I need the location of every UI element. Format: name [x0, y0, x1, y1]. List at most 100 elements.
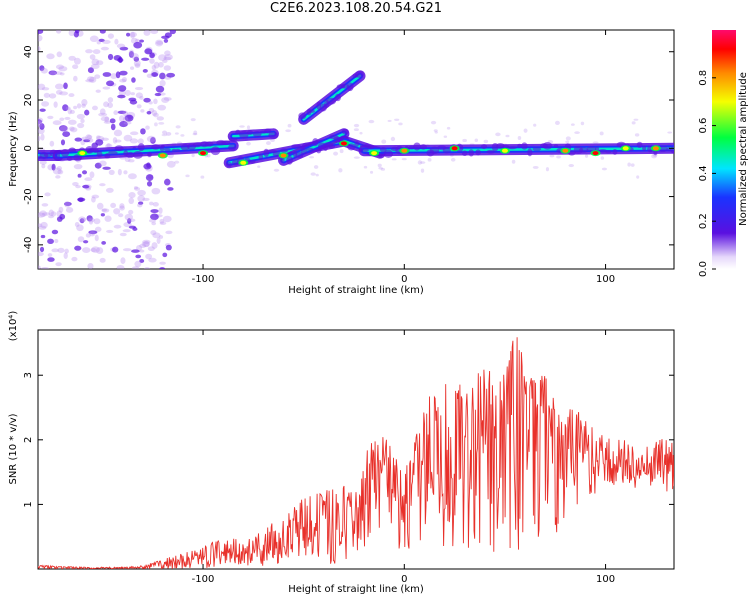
- noise-dot: [180, 134, 185, 137]
- noise-dot: [150, 213, 159, 221]
- ridge-blob: [341, 128, 349, 135]
- noise-dot: [38, 251, 44, 257]
- ridge-blob: [159, 145, 165, 152]
- peak-core: [340, 141, 347, 146]
- noise-dot: [128, 49, 135, 57]
- noise-dot: [144, 267, 151, 269]
- noise-dot: [119, 232, 127, 237]
- noise-dot: [105, 187, 114, 193]
- noise-dot: [39, 246, 45, 253]
- noise-dot: [43, 92, 50, 98]
- ridge-blob: [235, 129, 241, 135]
- noise-dot: [353, 156, 360, 159]
- noise-dot: [38, 45, 41, 52]
- noise-dot: [39, 65, 45, 71]
- noise-dot: [154, 92, 162, 97]
- noise-dot: [114, 38, 119, 45]
- noise-dot: [39, 123, 45, 130]
- noise-dot: [446, 126, 451, 130]
- noise-dot: [136, 104, 142, 109]
- noise-dot: [40, 67, 48, 74]
- noise-dot: [175, 125, 181, 129]
- snr-y-axis-label: SNR (10 * v/v): [8, 413, 19, 484]
- noise-dot: [89, 35, 99, 43]
- noise-dot: [98, 38, 105, 43]
- noise-dot: [122, 248, 132, 252]
- noise-dot: [63, 252, 68, 260]
- noise-dot: [55, 89, 63, 95]
- noise-dot: [40, 234, 46, 239]
- ridge-blob: [125, 151, 135, 159]
- noise-dot: [38, 119, 43, 125]
- snr-frame: [37, 329, 675, 570]
- noise-dot: [83, 139, 91, 143]
- ridge-blob: [258, 153, 264, 160]
- noise-dot: [99, 108, 106, 115]
- noise-dot: [131, 53, 139, 60]
- noise-dot: [309, 156, 314, 159]
- colorbar-label: Normalized spectral amplitude: [738, 72, 749, 226]
- noise-dot: [72, 182, 79, 187]
- noise-dot: [636, 175, 640, 179]
- noise-dot: [158, 54, 167, 61]
- ridge-blob: [249, 159, 256, 164]
- ridge-blob: [347, 143, 356, 151]
- ridge-blob: [147, 151, 152, 158]
- noise-dot: [107, 97, 114, 103]
- noise-dot: [133, 41, 143, 49]
- noise-dot: [257, 165, 261, 168]
- ridge-blob: [553, 144, 559, 148]
- noise-dot: [48, 215, 54, 219]
- noise-dot: [166, 72, 176, 78]
- noise-dot: [119, 205, 125, 211]
- ridge-blob: [229, 137, 238, 141]
- spectrogram-y-axis-label: Frequency (Hz): [8, 111, 19, 187]
- noise-dot: [87, 67, 94, 74]
- colorbar-tick-label: 0.6: [698, 118, 709, 134]
- ridge-blob: [192, 142, 202, 148]
- noise-dot: [88, 76, 97, 83]
- noise-dot: [333, 151, 339, 156]
- noise-dot: [139, 39, 145, 43]
- noise-dot: [141, 57, 150, 61]
- noise-dot: [600, 156, 605, 160]
- noise-dot: [145, 253, 153, 260]
- noise-dot: [71, 256, 78, 262]
- noise-dot: [80, 118, 85, 124]
- noise-dot: [98, 112, 108, 117]
- noise-dot: [162, 215, 172, 223]
- noise-dot: [139, 259, 145, 263]
- noise-dot: [273, 168, 280, 172]
- ridge-blob: [228, 144, 237, 151]
- noise-dot: [60, 139, 66, 146]
- noise-dot: [47, 115, 54, 120]
- noise-dot: [363, 165, 368, 169]
- noise-dot: [154, 122, 158, 127]
- x-tick-label: -100: [192, 274, 215, 285]
- noise-dot: [88, 230, 98, 235]
- noise-dot: [130, 92, 135, 96]
- noise-dot: [150, 137, 156, 144]
- ridge-blob: [517, 143, 522, 148]
- noise-dot: [495, 132, 501, 137]
- noise-dot: [140, 109, 145, 113]
- noise-dot: [38, 34, 43, 42]
- noise-dot: [122, 110, 129, 117]
- noise-dot: [76, 224, 84, 232]
- ridge-blob: [225, 161, 233, 168]
- noise-dot: [474, 138, 479, 143]
- noise-dot: [89, 54, 96, 60]
- ridge-blob: [419, 144, 427, 150]
- ridge-blob: [355, 71, 364, 78]
- noise-dot: [74, 245, 82, 251]
- noise-dot: [161, 35, 170, 40]
- ridge-blob: [73, 154, 83, 162]
- noise-dot: [152, 202, 159, 207]
- colorbar-ticks: 0.0 0.2 0.4 0.6 0.8: [698, 70, 716, 277]
- noise-dot: [287, 123, 292, 128]
- noise-dot: [62, 104, 69, 112]
- noise-dot: [94, 226, 102, 232]
- noise-dot: [143, 97, 151, 103]
- noise-dot: [139, 249, 145, 253]
